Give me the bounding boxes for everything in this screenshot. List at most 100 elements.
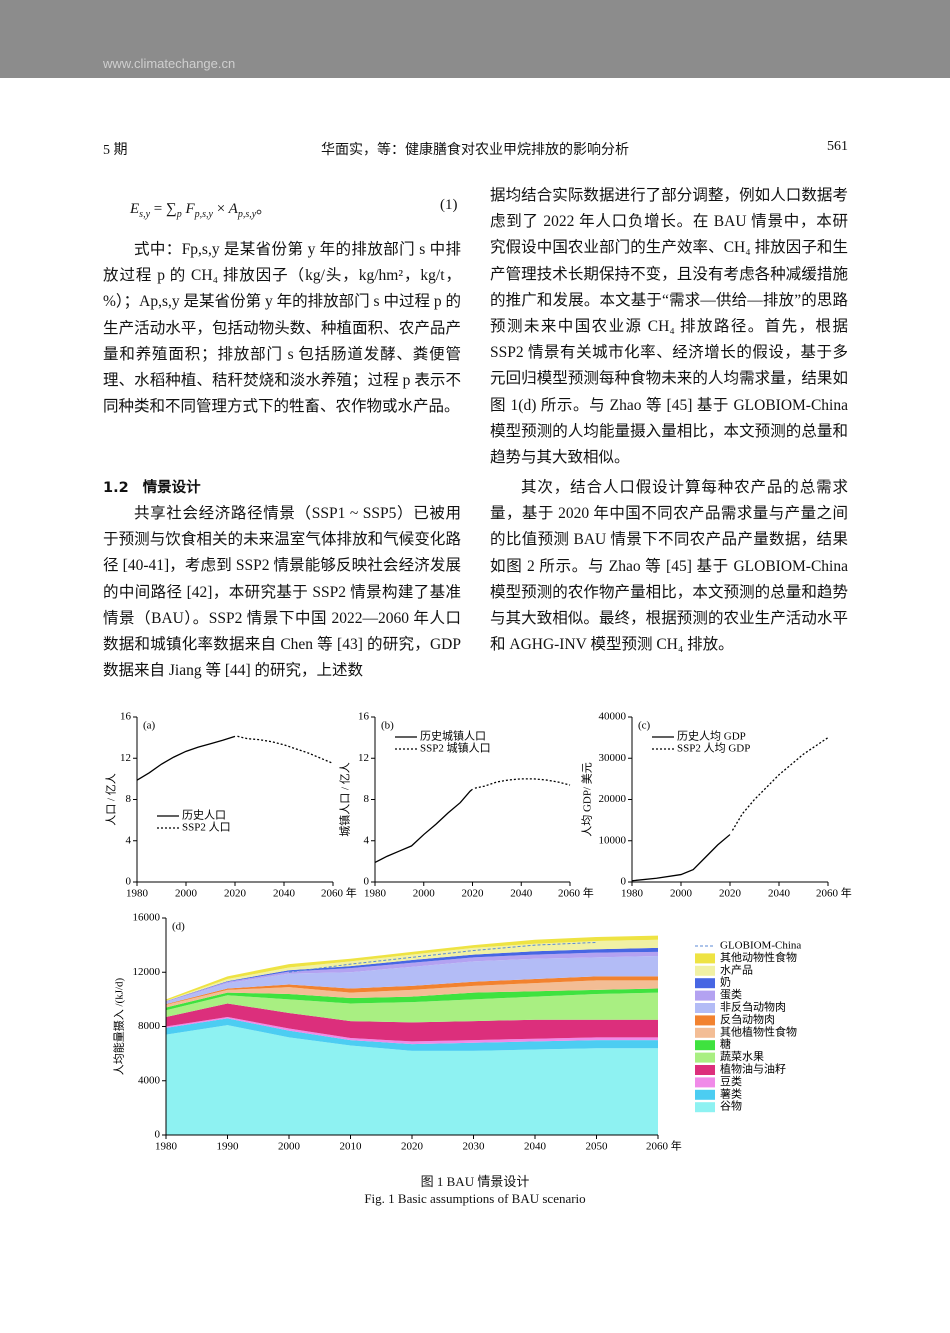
legend-label: 蔬菜水果 — [720, 1050, 764, 1063]
legend-label: 薯类 — [720, 1086, 742, 1100]
top-band — [0, 0, 950, 78]
legend-label: 豆类 — [720, 1074, 742, 1088]
y-tick-label: 40000 — [599, 711, 627, 723]
legend-swatch — [695, 1027, 715, 1038]
paragraph: 共享社会经济路径情景（SSP1 ~ SSP5）已被用于预测与饮食相关的未来温室气… — [103, 505, 461, 680]
y-tick-label: 8 — [364, 793, 370, 805]
area-series — [166, 955, 658, 1005]
legend-swatch — [695, 990, 715, 1001]
eq-sub: p,s,y — [237, 209, 257, 220]
section-heading: 1.2 情景设计 — [103, 476, 201, 497]
x-tick-label: 2020 — [719, 888, 742, 900]
legend-swatch — [695, 1040, 715, 1051]
legend-swatch — [695, 953, 715, 964]
eq-part: ∑ — [165, 201, 177, 217]
paragraph: 式中：Fp,s,y 是某省份第 y 年的排放部门 s 中排放过程 p 的 CH₄… — [103, 241, 461, 416]
legend-swatch — [695, 1065, 715, 1075]
y-tick-label: 12 — [120, 752, 131, 764]
y-tick-label: 10000 — [599, 834, 627, 846]
legend-label: SSP2 人口 — [182, 821, 231, 834]
x-tick-label: 1980 — [621, 888, 644, 900]
eq-part: E — [130, 201, 140, 217]
eq-part: = — [153, 201, 163, 217]
running-title: 华面实，等：健康膳食对农业甲烷排放的影响分析 — [321, 143, 629, 158]
y-tick-label: 30000 — [599, 752, 627, 764]
legend-label: 其他植物性食物 — [720, 1024, 797, 1038]
site-url: www.climatechange.cn — [103, 56, 236, 71]
area-series — [166, 1017, 658, 1045]
x-tick-label: 2000 — [278, 1141, 301, 1153]
issue: 5 期 — [103, 143, 128, 158]
area-series — [166, 976, 658, 1005]
legend-label: SSP2 人均 GDP — [677, 742, 750, 755]
area-series — [166, 992, 658, 1023]
legend-label: 蛋类 — [720, 987, 742, 1001]
x-tick-label: 2040 — [510, 888, 533, 900]
line-series — [631, 834, 731, 882]
x-tick-label: 2060 年 — [816, 886, 852, 900]
y-tick-label: 4000 — [138, 1074, 161, 1086]
legend-swatch — [695, 1102, 715, 1113]
x-tick-label: 2000 — [413, 888, 436, 900]
line-series — [136, 735, 236, 781]
legend-swatch — [695, 965, 715, 976]
heading-number: 1.2 — [103, 480, 129, 496]
legend-swatch — [695, 978, 715, 989]
eq-sub: s,y — [139, 209, 151, 220]
line-series — [731, 737, 829, 831]
legend-swatch — [695, 1003, 715, 1013]
paragraph: 据均结合实际数据进行了部分调整，例如人口数据考虑到了 2022 年人口负增长。在… — [490, 187, 848, 467]
heading-title: 情景设计 — [142, 480, 201, 496]
y-tick-label: 8000 — [138, 1020, 161, 1032]
x-tick-label: 1980 — [155, 1141, 178, 1153]
x-tick-label: 2050 — [586, 1141, 609, 1153]
reference-line — [288, 941, 597, 973]
y-tick-label: 4 — [364, 834, 370, 846]
area-series — [166, 1025, 658, 1135]
eq-sub: p,s,y — [194, 209, 213, 220]
y-tick-label: 12000 — [133, 966, 161, 978]
legend-label: 其他动物性食物 — [720, 950, 797, 964]
x-tick-label: 2020 — [401, 1141, 424, 1153]
legend-swatch — [695, 1077, 715, 1088]
legend-swatch — [695, 1015, 715, 1026]
caption-en: Fig. 1 Basic assumptions of BAU scenario — [364, 1191, 586, 1206]
line-series — [374, 788, 473, 863]
x-tick-label: 1990 — [217, 1141, 240, 1153]
y-axis-label: 人均 GDP/ 美元 — [581, 762, 594, 837]
x-tick-label: 2060 年 — [558, 886, 594, 900]
x-tick-label: 2060 年 — [321, 886, 357, 900]
x-tick-label: 2010 — [340, 1141, 363, 1153]
y-tick-label: 12 — [358, 752, 369, 764]
x-tick-label: 1980 — [364, 888, 387, 900]
y-axis-label: 人均能量摄入 /(kJ/d) — [112, 977, 126, 1075]
eq-sub: p — [176, 209, 182, 220]
legend-label: 历史人口 — [182, 809, 226, 822]
x-tick-label: 2060 年 — [646, 1139, 682, 1153]
y-tick-label: 4 — [126, 834, 132, 846]
equation: Es,y = ∑p Fp,s,y × Ap,s,y。 — [130, 197, 271, 220]
x-tick-label: 2030 — [463, 1141, 486, 1153]
area-series — [166, 951, 658, 1003]
area-series — [166, 1018, 658, 1051]
area-series — [166, 947, 658, 1002]
x-tick-label: 2020 — [224, 888, 247, 900]
legend-label: SSP2 城镇人口 — [420, 741, 491, 755]
panel-label: (b) — [381, 720, 394, 732]
caption-zh: 图 1 BAU 情景设计 — [420, 1174, 530, 1189]
legend-label: 历史人均 GDP — [677, 730, 746, 743]
panel-label: (a) — [143, 720, 156, 732]
y-axis-label: 城镇人口 / 亿人 — [338, 762, 352, 837]
eq-part: A — [228, 201, 238, 217]
y-tick-label: 0 — [155, 1129, 161, 1141]
y-tick-label: 0 — [621, 876, 627, 888]
x-tick-label: 2000 — [175, 888, 198, 900]
y-tick-label: 0 — [126, 876, 132, 888]
legend-label: 植物油与油籽 — [720, 1062, 786, 1076]
legend-label: 糖 — [720, 1037, 731, 1051]
panel-label: (c) — [638, 720, 651, 732]
equation-number: (1) — [440, 197, 458, 213]
y-tick-label: 16 — [358, 711, 370, 723]
